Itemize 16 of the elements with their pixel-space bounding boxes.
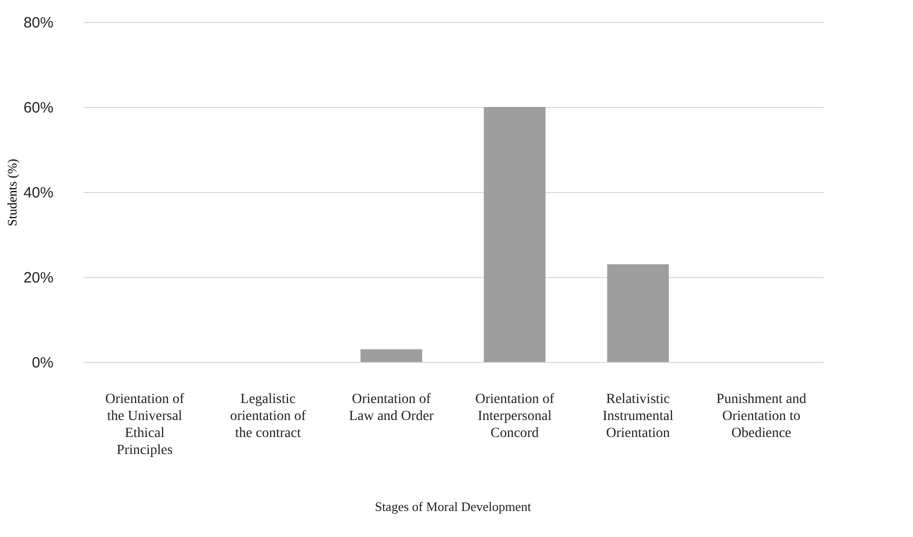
x-axis-title: Stages of Moral Development: [374, 499, 532, 514]
y-tick-label: 20%: [23, 270, 54, 286]
y-tick-label: 0%: [32, 354, 54, 372]
y-axis-title: Students (%): [4, 158, 20, 226]
x-tick-label: Orientation of Law and Order: [348, 392, 434, 424]
x-tick-label: Relativistic Instrumental Orientation: [602, 392, 674, 441]
y-tick-label: 40%: [23, 184, 54, 202]
y-tick-label: 60%: [23, 100, 54, 116]
bar: [484, 107, 546, 362]
x-tick-label: Punishment and Orientation to Obedience: [716, 392, 806, 441]
bar: [360, 349, 422, 362]
y-tick-label: 80%: [23, 14, 54, 32]
x-tick-label: Orientation of Interpersonal Concord: [475, 392, 554, 441]
x-tick-label: Orientation of the Universal Ethical Principles: [105, 392, 184, 458]
x-tick-label: Legalistic orientation of the contract: [230, 392, 306, 441]
bar: [607, 264, 669, 362]
